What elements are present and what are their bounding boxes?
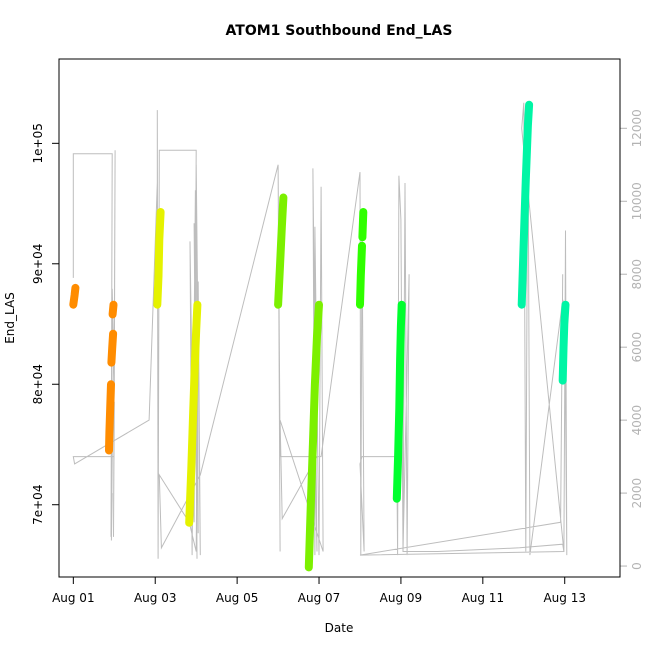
series-1-segment-1	[185, 300, 202, 527]
axes-layer: Aug 01 Aug 03 Aug 05 Aug 07 Aug 09 Aug 11 Aug …	[31, 109, 644, 605]
y-left-tick-label: 1e+05	[31, 123, 45, 163]
y-right-tick-label: 8000	[630, 259, 644, 290]
x-tick-label: Aug 09	[380, 591, 423, 605]
y-right-tick-label: 6000	[630, 332, 644, 363]
series-4-segment-0	[392, 300, 406, 503]
x-tick-label: Aug 03	[134, 591, 177, 605]
y-left-tick-label: 7e+04	[31, 485, 45, 525]
series-0-segment-3	[108, 300, 118, 319]
y-right-tick-label: 0	[630, 562, 644, 570]
plot-frame	[58, 58, 621, 578]
x-tick-label: Aug 13	[543, 591, 586, 605]
series-5-segment-0	[517, 100, 534, 309]
series-5-segment-1	[558, 300, 570, 385]
series-1-segment-0	[153, 208, 165, 309]
x-tick-label: Aug 01	[52, 591, 95, 605]
y-right-tick-label: 2000	[630, 478, 644, 509]
x-tick-label: Aug 05	[216, 591, 259, 605]
series-2-segment-1	[304, 300, 323, 572]
y-right-tick-label: 10000	[630, 182, 644, 220]
y-axis-label: End_LAS	[3, 292, 17, 344]
series-3-segment-1	[358, 208, 368, 242]
x-tick-label: Aug 11	[462, 591, 505, 605]
x-tick-label: Aug 07	[298, 591, 341, 605]
y-left-tick-label: 8e+04	[31, 364, 45, 404]
chart-title: ATOM1 Southbound End_LAS	[226, 23, 453, 39]
series-2-segment-0	[274, 193, 288, 309]
series-0-segment-1	[105, 380, 115, 455]
series-layer	[69, 100, 570, 572]
y-right-tick-label: 12000	[630, 109, 644, 147]
series-0-segment-2	[107, 329, 118, 367]
x-axis-label: Date	[325, 621, 354, 635]
y-left-tick-label: 9e+04	[31, 244, 45, 284]
series-0-segment-0	[69, 283, 80, 309]
series-3-segment-0	[356, 241, 366, 309]
y-right-tick-label: 4000	[630, 405, 644, 436]
